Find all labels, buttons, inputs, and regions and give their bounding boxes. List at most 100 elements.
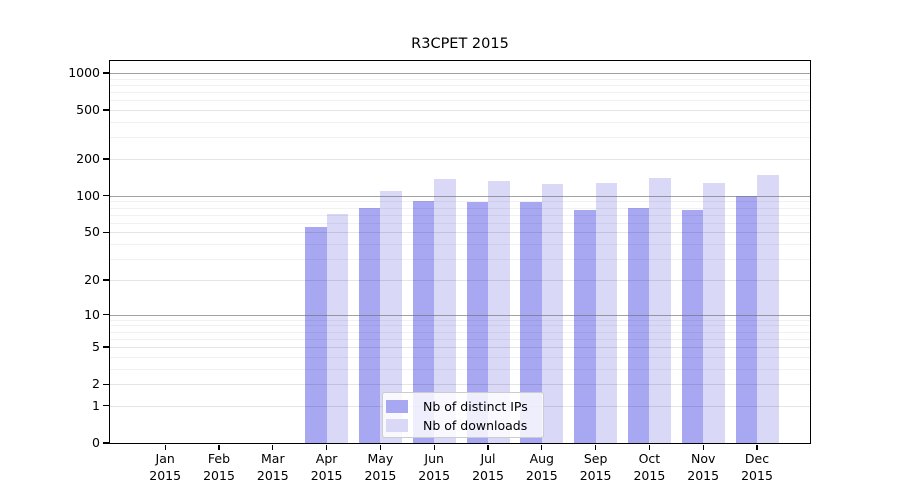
major-gridline — [110, 195, 810, 197]
minor-gridline — [110, 92, 810, 94]
major-gridline — [110, 158, 810, 160]
x-tick-year: 2015 — [256, 467, 289, 483]
x-tick-mark — [218, 444, 220, 450]
x-tick-year: 2015 — [203, 467, 235, 483]
bar-downloads — [757, 174, 779, 443]
x-tick-mark — [702, 444, 704, 450]
bar-downloads — [380, 190, 402, 443]
x-tick-mark — [487, 444, 489, 450]
x-tick-mark — [756, 444, 758, 450]
x-tick-month: Oct — [638, 451, 661, 466]
x-tick-label-dec: Dec 2015 — [725, 451, 789, 484]
y-tick-mark — [103, 383, 109, 385]
bar-downloads — [541, 183, 564, 443]
y-tick-mark — [103, 72, 109, 74]
x-tick-year: 2015 — [741, 467, 773, 483]
x-tick-month: Jan — [155, 451, 175, 466]
major-gridline — [110, 279, 810, 281]
x-tick-mark — [272, 444, 274, 450]
bar-downloads — [703, 182, 725, 443]
y-tick-label: 10 — [84, 306, 100, 322]
bar-distinct-ips — [520, 201, 542, 443]
legend-swatch-distinct-ips — [386, 400, 408, 413]
major-gridline — [110, 384, 810, 386]
minor-gridline — [110, 338, 810, 340]
minor-gridline — [110, 259, 810, 261]
y-tick-mark — [103, 346, 109, 348]
y-tick-mark — [103, 405, 109, 407]
x-tick-month: Mar — [261, 451, 285, 466]
minor-gridline — [110, 319, 810, 321]
x-tick-mark — [326, 444, 328, 450]
y-tick-mark — [103, 231, 109, 233]
minor-gridline — [110, 325, 810, 327]
legend: Nb of distinct IPs Nb of downloads — [382, 392, 544, 438]
y-tick-label: 2 — [92, 376, 100, 392]
legend-row: Nb of downloads — [383, 416, 543, 435]
bar-downloads — [434, 178, 456, 443]
x-tick-mark — [595, 444, 597, 450]
legend-swatch-downloads — [386, 419, 408, 432]
y-tick-mark — [103, 109, 109, 111]
minor-gridline — [110, 244, 810, 246]
minor-gridline — [110, 121, 810, 123]
x-tick-year: 2015 — [633, 467, 666, 483]
minor-gridline — [110, 331, 810, 333]
x-tick-month: Apr — [315, 451, 338, 466]
major-gridline — [110, 347, 810, 349]
y-tick-label: 500 — [76, 102, 100, 118]
minor-gridline — [110, 368, 810, 370]
x-tick-year: 2015 — [525, 467, 558, 483]
minor-gridline — [110, 84, 810, 86]
x-tick-label-apr: Apr 2015 — [295, 451, 359, 484]
x-tick-year: 2015 — [472, 467, 504, 483]
x-tick-year: 2015 — [310, 467, 343, 483]
x-tick-mark — [379, 444, 381, 450]
x-tick-month: Aug — [529, 451, 554, 466]
legend-label: Nb of distinct IPs — [423, 399, 528, 414]
minor-gridline — [110, 201, 810, 203]
y-tick-label: 0 — [92, 435, 100, 450]
x-tick-label-oct: Oct 2015 — [617, 451, 681, 484]
chart-title: R3CPET 2015 — [411, 36, 509, 52]
x-tick-label-aug: Aug 2015 — [510, 451, 574, 484]
bar-downloads — [649, 177, 671, 443]
minor-gridline — [110, 214, 810, 216]
x-tick-month: Jul — [480, 451, 496, 466]
x-tick-label-sep: Sep 2015 — [564, 451, 628, 484]
x-tick-label-nov: Nov 2015 — [671, 451, 735, 484]
y-tick-mark — [103, 442, 109, 444]
minor-gridline — [110, 222, 810, 224]
x-tick-mark — [433, 444, 435, 450]
legend-row: Nb of distinct IPs — [383, 397, 543, 416]
plot-area: Nb of distinct IPs Nb of downloads — [110, 61, 810, 443]
y-tick-label: 1000 — [68, 64, 100, 80]
y-tick-label: 200 — [76, 150, 100, 166]
x-tick-mark — [541, 444, 543, 450]
bar-downloads — [326, 213, 349, 443]
y-tick-mark — [103, 279, 109, 281]
minor-gridline — [110, 78, 810, 80]
y-tick-mark — [103, 313, 109, 316]
y-tick-mark — [103, 158, 109, 160]
x-tick-mark — [648, 444, 650, 450]
legend-label: Nb of downloads — [423, 418, 528, 433]
x-tick-month: Feb — [207, 451, 231, 466]
y-tick-mark — [103, 195, 109, 197]
bar-distinct-ips — [305, 227, 327, 443]
major-gridline — [110, 110, 810, 112]
bar-distinct-ips — [735, 196, 757, 443]
x-tick-label-jul: Jul 2015 — [456, 451, 520, 484]
x-tick-label-jun: Jun 2015 — [402, 451, 466, 484]
y-tick-label: 20 — [84, 271, 100, 287]
minor-gridline — [110, 207, 810, 209]
x-tick-mark — [164, 444, 166, 450]
x-tick-month: Dec — [744, 451, 770, 466]
x-tick-month: Jun — [424, 451, 444, 466]
bar-distinct-ips — [574, 209, 596, 443]
x-tick-month: Nov — [690, 451, 716, 466]
major-gridline — [110, 232, 810, 234]
minor-gridline — [110, 356, 810, 358]
bar-distinct-ips — [466, 201, 488, 443]
x-tick-year: 2015 — [418, 467, 451, 483]
